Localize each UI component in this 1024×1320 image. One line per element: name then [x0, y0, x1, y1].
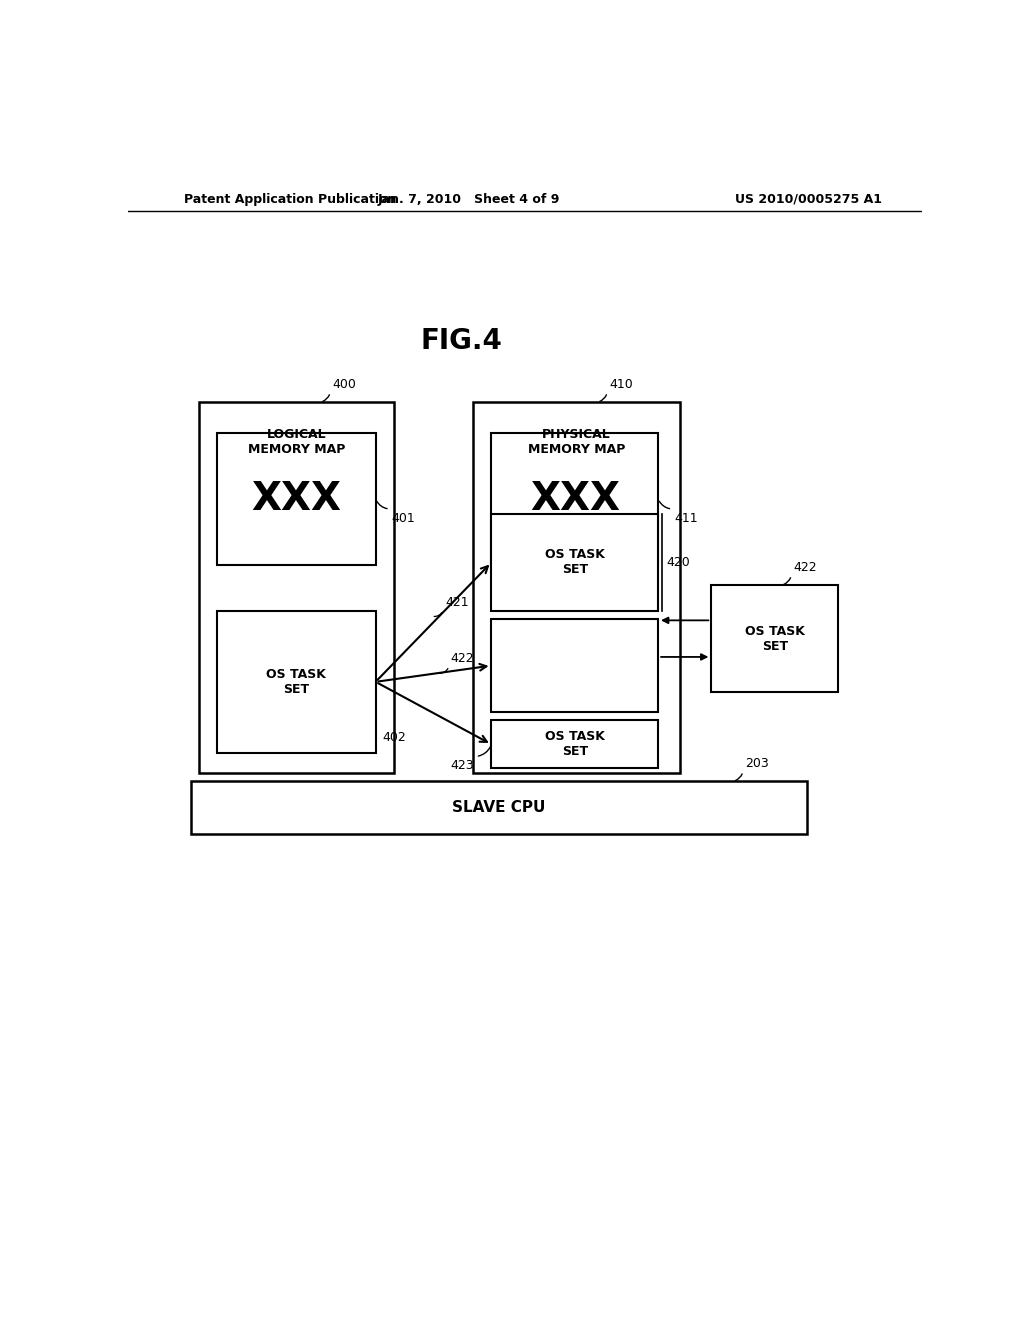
Text: 422: 422	[793, 561, 817, 574]
Text: Patent Application Publication: Patent Application Publication	[183, 193, 396, 206]
Text: Jan. 7, 2010   Sheet 4 of 9: Jan. 7, 2010 Sheet 4 of 9	[378, 193, 560, 206]
Text: 411: 411	[674, 512, 697, 525]
Bar	[492, 619, 658, 713]
Text: XXX: XXX	[529, 480, 620, 517]
Text: 410: 410	[609, 378, 633, 391]
Bar	[473, 403, 680, 774]
Text: 401: 401	[391, 512, 415, 525]
Bar	[712, 585, 839, 692]
Text: 420: 420	[666, 556, 690, 569]
Text: 421: 421	[444, 597, 469, 609]
Text: 422: 422	[451, 652, 474, 665]
Text: SLAVE CPU: SLAVE CPU	[453, 800, 546, 816]
Bar	[217, 611, 376, 752]
Text: OS TASK
SET: OS TASK SET	[545, 548, 605, 577]
Bar	[217, 433, 376, 565]
Text: FIG.4: FIG.4	[421, 327, 502, 355]
Bar	[191, 781, 807, 834]
Bar	[492, 721, 658, 768]
Text: PHYSICAL
MEMORY MAP: PHYSICAL MEMORY MAP	[527, 428, 625, 455]
Text: 203: 203	[744, 758, 768, 771]
Text: US 2010/0005275 A1: US 2010/0005275 A1	[735, 193, 882, 206]
Text: XXX: XXX	[251, 480, 341, 517]
Text: 400: 400	[332, 378, 355, 391]
Text: OS TASK
SET: OS TASK SET	[266, 668, 327, 696]
Text: OS TASK
SET: OS TASK SET	[545, 730, 605, 759]
Bar	[200, 403, 394, 774]
Bar	[492, 433, 658, 565]
Text: 423: 423	[451, 759, 474, 772]
Text: OS TASK
SET: OS TASK SET	[744, 624, 805, 652]
Text: LOGICAL
MEMORY MAP: LOGICAL MEMORY MAP	[248, 428, 345, 455]
Bar	[492, 515, 658, 611]
Text: 402: 402	[382, 731, 406, 744]
